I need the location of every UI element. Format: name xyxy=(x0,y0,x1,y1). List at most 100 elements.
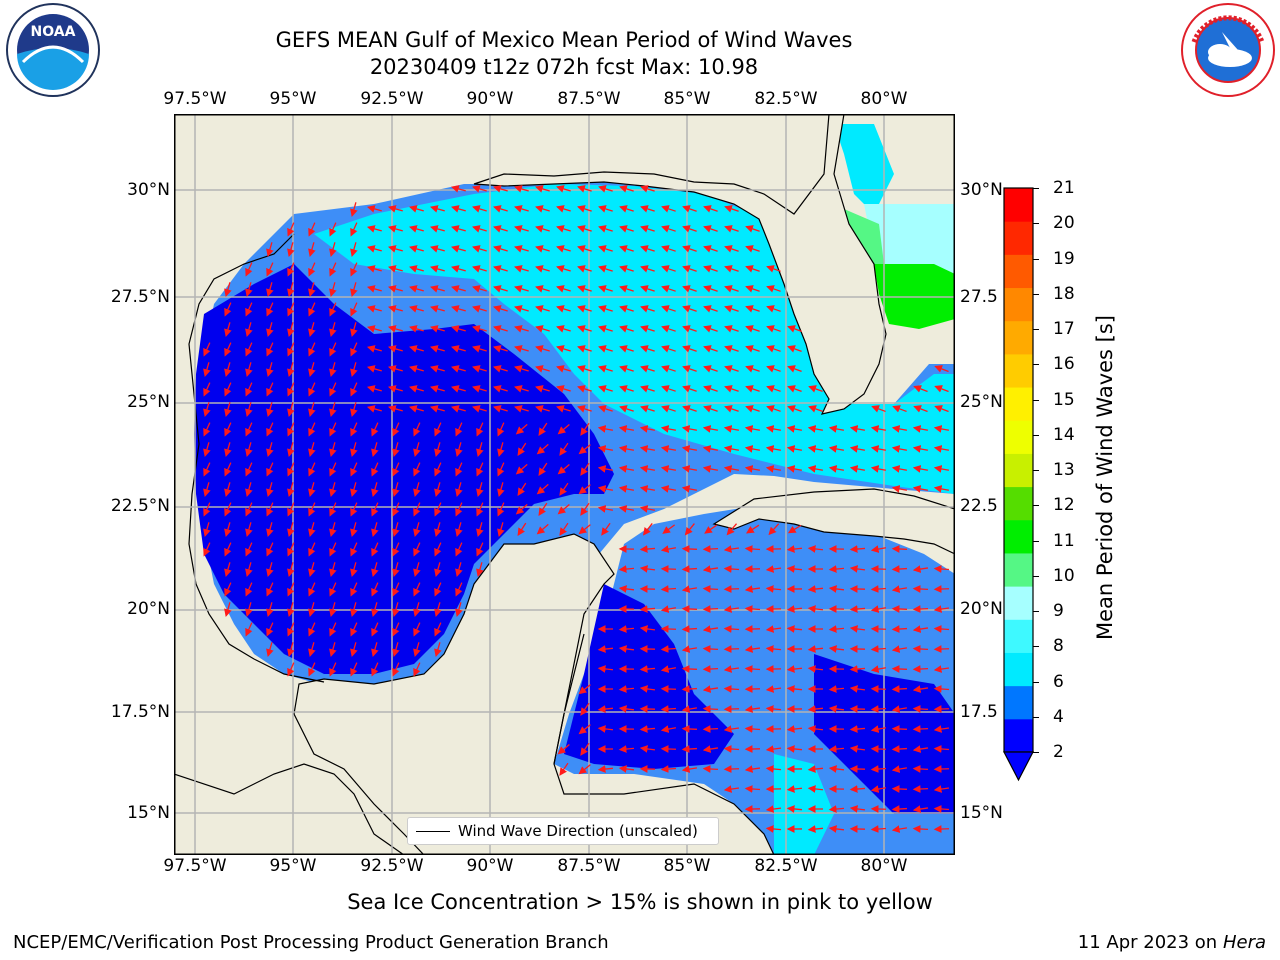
wind-wave-arrow xyxy=(350,622,358,637)
wind-wave-arrow xyxy=(682,405,697,413)
wind-wave-arrow xyxy=(744,425,761,433)
wind-wave-arrow xyxy=(580,502,590,516)
wind-wave-arrow xyxy=(786,565,803,573)
wind-wave-arrow xyxy=(870,465,887,473)
wind-wave-arrow xyxy=(266,462,274,477)
wind-wave-arrow xyxy=(413,582,421,597)
wind-wave-arrow xyxy=(556,245,571,253)
wind-wave-arrow xyxy=(702,765,719,773)
wind-wave-arrow xyxy=(787,405,802,413)
wind-wave-arrow xyxy=(598,265,613,273)
wind-wave-arrow xyxy=(472,325,487,333)
wind-wave-arrow xyxy=(870,725,887,733)
wind-wave-arrow xyxy=(723,445,740,453)
wind-wave-arrow xyxy=(745,305,760,313)
lon-label: 82.5°W xyxy=(754,89,818,109)
wind-wave-arrow xyxy=(891,465,908,473)
wind-wave-arrow xyxy=(536,483,549,495)
wind-wave-arrow xyxy=(933,445,950,453)
wind-wave-arrow xyxy=(350,642,358,657)
wind-wave-arrow xyxy=(745,225,760,233)
wind-wave-arrow xyxy=(828,585,845,593)
wind-wave-arrow xyxy=(660,605,677,613)
wind-wave-arrow xyxy=(287,642,295,657)
wind-wave-arrow xyxy=(580,462,590,476)
wind-wave-arrow xyxy=(640,225,655,233)
wind-wave-arrow xyxy=(640,185,655,193)
wind-wave-arrow xyxy=(619,285,634,293)
legend-label: Wind Wave Direction (unscaled) xyxy=(458,822,698,840)
wind-wave-arrow xyxy=(891,825,908,833)
wind-wave-arrow xyxy=(224,482,232,497)
wind-wave-arrow xyxy=(682,365,697,373)
wind-wave-arrow xyxy=(681,665,698,673)
wind-wave-arrow xyxy=(392,522,400,537)
wind-wave-arrow xyxy=(660,725,677,733)
wind-wave-arrow xyxy=(618,625,635,633)
wind-wave-arrow xyxy=(933,605,950,613)
wind-wave-arrow xyxy=(287,382,295,397)
wind-wave-arrow xyxy=(392,462,400,477)
wind-wave-arrow xyxy=(580,702,590,716)
wind-wave-arrow xyxy=(681,725,698,733)
wind-wave-arrow xyxy=(891,485,908,493)
wind-wave-arrow xyxy=(308,542,316,557)
wind-wave-arrow xyxy=(744,465,761,473)
wind-wave-arrow xyxy=(430,205,445,213)
wind-wave-arrow xyxy=(493,385,508,393)
wind-wave-arrow xyxy=(703,365,718,373)
wind-wave-arrow xyxy=(266,422,274,437)
wind-wave-arrow xyxy=(787,325,802,333)
colorbar-segment xyxy=(1004,486,1033,521)
wind-wave-arrow xyxy=(891,805,908,813)
wind-wave-arrow xyxy=(472,285,487,293)
wind-wave-arrow xyxy=(557,744,570,755)
wind-wave-arrow xyxy=(430,365,445,373)
wind-wave-arrow xyxy=(891,725,908,733)
wind-wave-arrow xyxy=(639,465,656,473)
wind-wave-arrow xyxy=(413,522,421,537)
wind-wave-arrow xyxy=(434,442,442,457)
wind-wave-arrow xyxy=(245,622,253,637)
wind-wave-arrow xyxy=(681,745,698,753)
wind-wave-arrow xyxy=(682,265,697,273)
wind-wave-arrow xyxy=(578,444,591,455)
wind-wave-arrow xyxy=(703,325,718,333)
wind-wave-arrow xyxy=(807,725,824,733)
wind-wave-arrow xyxy=(765,565,782,573)
wind-wave-arrow xyxy=(266,502,274,517)
wind-wave-arrow xyxy=(455,442,463,457)
wind-wave-arrow xyxy=(413,622,421,637)
wind-wave-arrow xyxy=(224,442,232,457)
wind-wave-arrow xyxy=(366,245,382,253)
legend-line-icon xyxy=(416,831,450,832)
wind-wave-arrow xyxy=(597,425,614,433)
wind-wave-arrow xyxy=(387,205,403,213)
wind-wave-arrow xyxy=(556,405,571,413)
lon-label: 97.5°W xyxy=(163,89,227,109)
wind-wave-arrow xyxy=(619,405,634,413)
wind-wave-arrow xyxy=(329,522,337,537)
wind-wave-arrow xyxy=(768,523,780,536)
wind-wave-arrow xyxy=(287,462,295,477)
wind-wave-arrow xyxy=(392,442,400,457)
wind-wave-arrow xyxy=(744,585,761,593)
mid-period-region xyxy=(834,124,894,214)
wind-wave-arrow xyxy=(392,662,400,677)
wind-wave-arrow xyxy=(535,365,550,373)
generated-host: Hera xyxy=(1222,932,1266,953)
wind-wave-arrow xyxy=(619,205,634,213)
wind-wave-arrow xyxy=(287,662,295,677)
wind-wave-arrow xyxy=(618,565,635,573)
wind-wave-arrow xyxy=(660,765,677,773)
wind-wave-arrow xyxy=(476,442,484,457)
wind-wave-arrows xyxy=(203,185,950,833)
wind-wave-arrow xyxy=(933,645,950,653)
wind-wave-arrow xyxy=(661,285,676,293)
colorbar-segment xyxy=(1004,552,1033,587)
generated-date: 11 Apr 2023 on Hera xyxy=(1078,932,1266,953)
wind-wave-arrow xyxy=(912,785,929,793)
wind-wave-arrow xyxy=(287,322,295,337)
wind-wave-arrow xyxy=(472,305,487,313)
wind-wave-arrow xyxy=(578,724,591,735)
